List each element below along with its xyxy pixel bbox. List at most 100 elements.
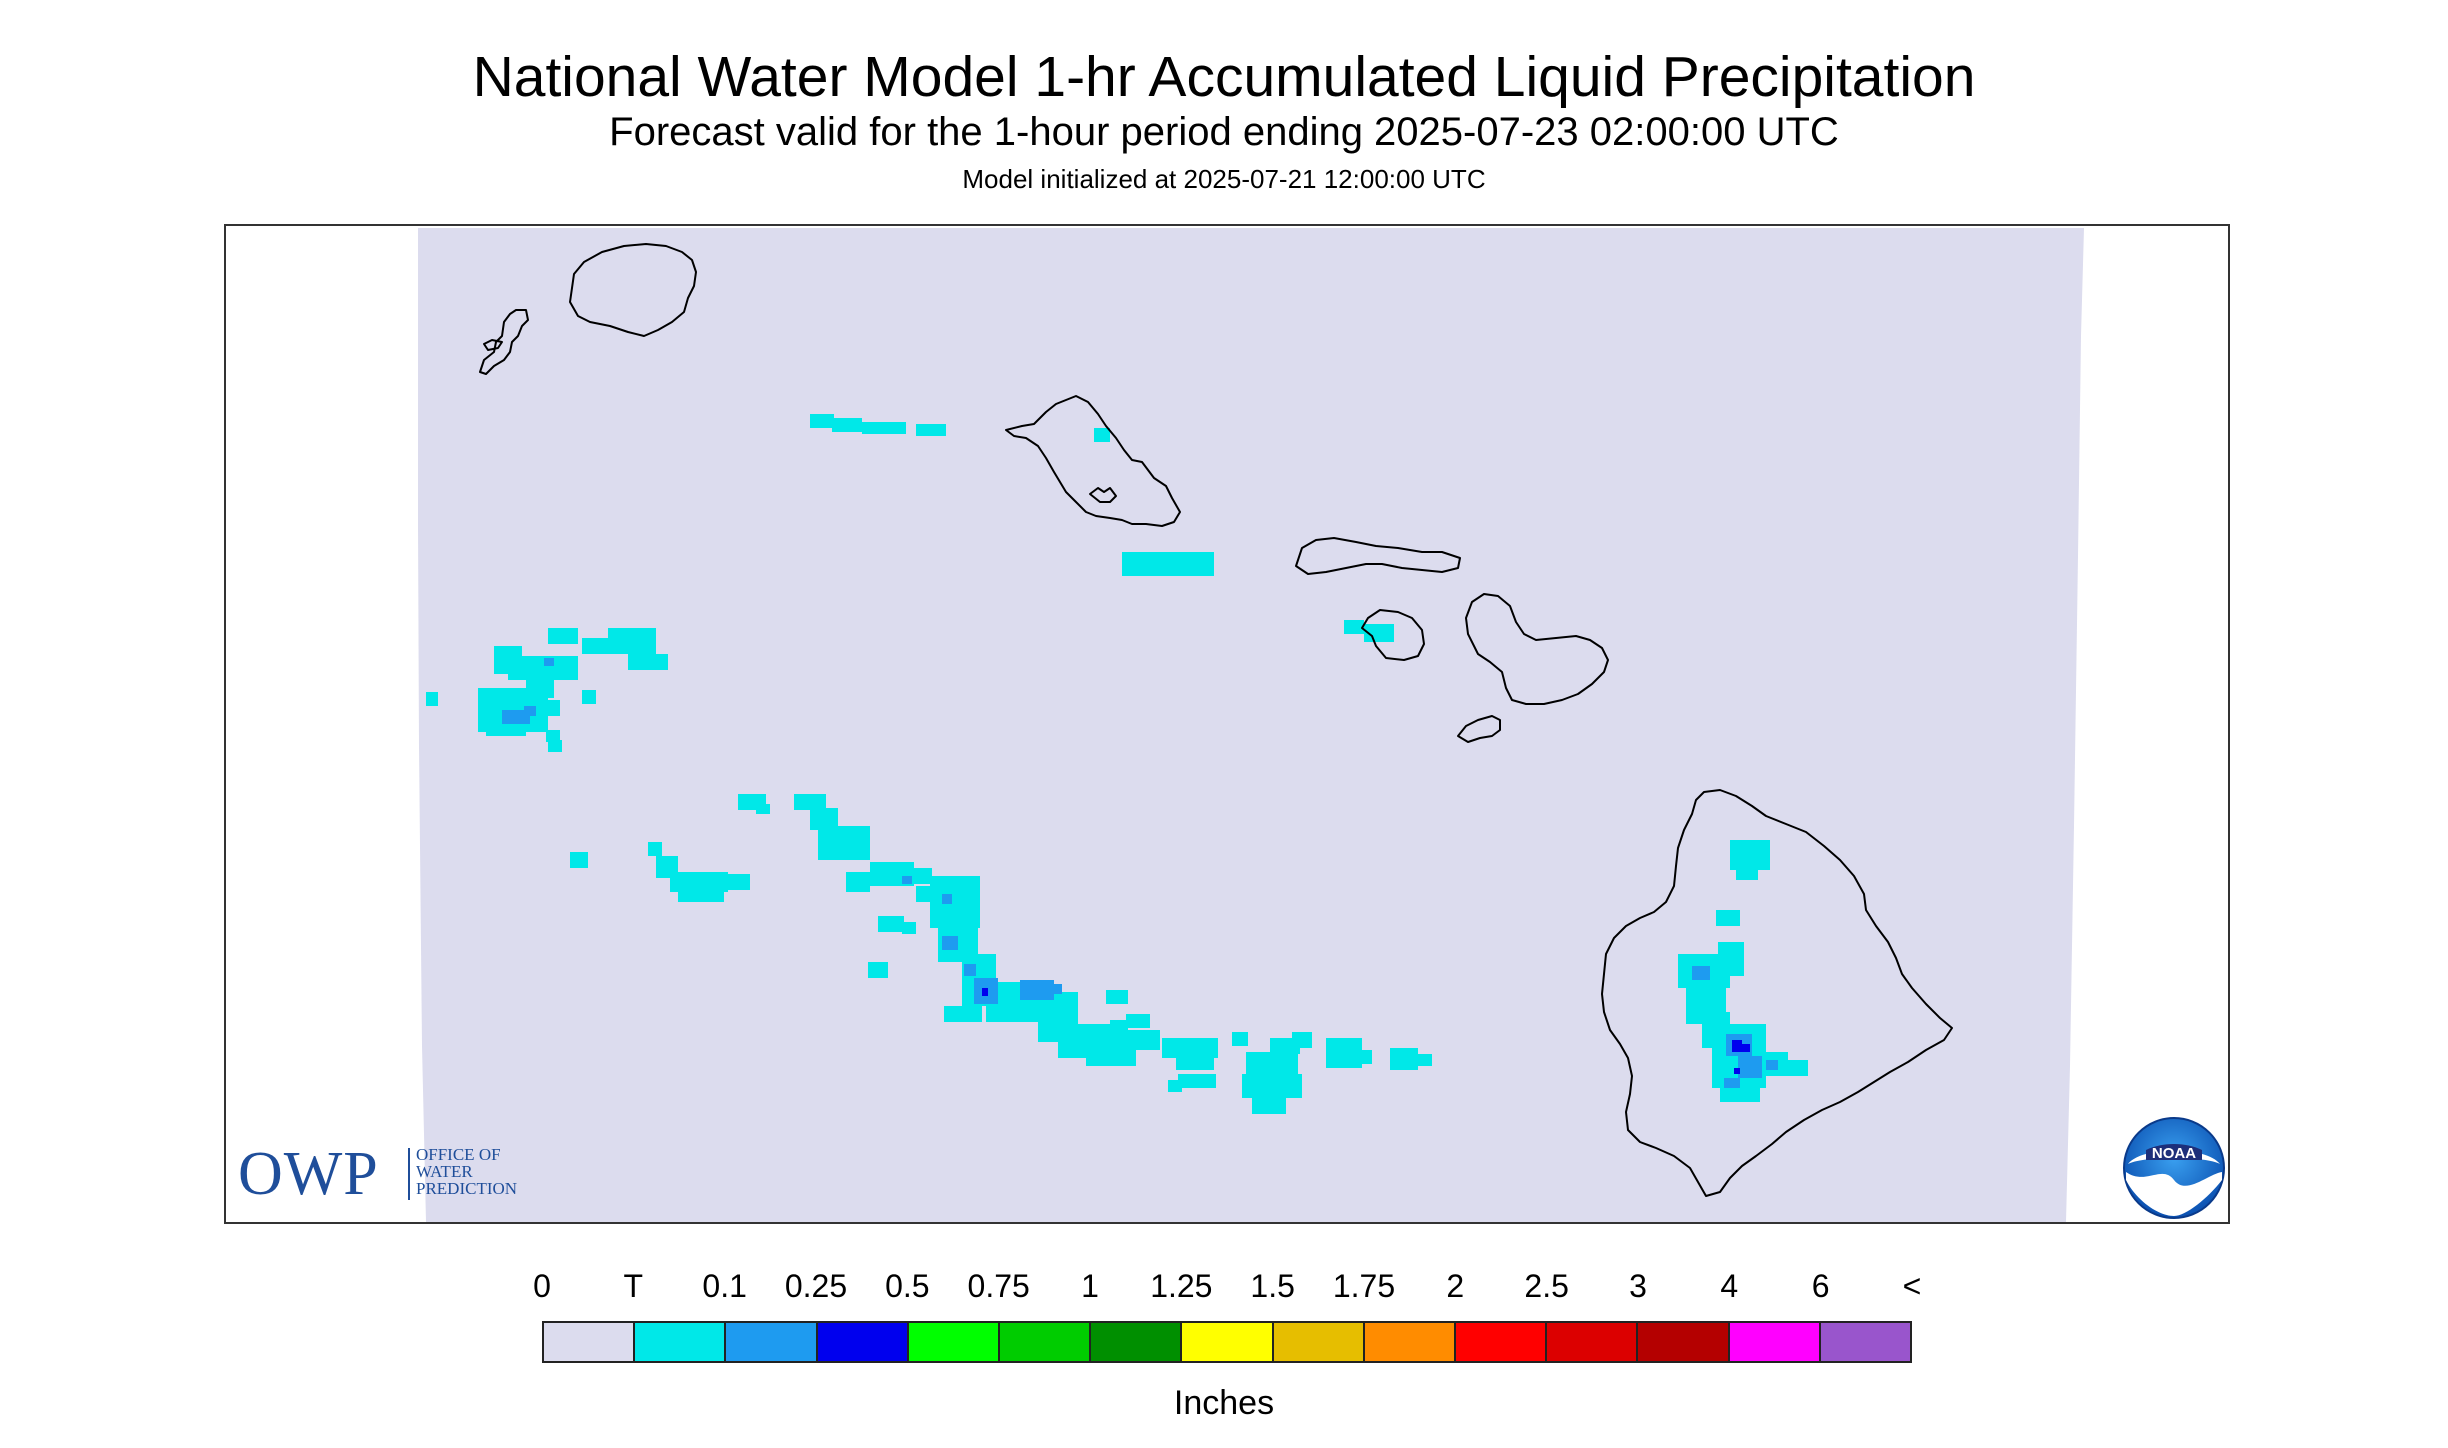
model-domain [418, 228, 2084, 1222]
precip-cell [1252, 1096, 1286, 1114]
precip-cell [1408, 1054, 1432, 1066]
owp-subtext-line: PREDICTION [416, 1179, 518, 1198]
precip-cell [1724, 1078, 1740, 1088]
precip-cell [1742, 1044, 1750, 1052]
legend-label: 2.5 [1524, 1268, 1569, 1304]
precip-cell [1124, 1030, 1160, 1050]
precip-cell [1168, 1080, 1182, 1092]
map-canvas [418, 228, 2084, 1222]
precip-cell [1292, 1032, 1312, 1048]
legend-swatch [1182, 1323, 1274, 1361]
chart-subtitle: Forecast valid for the 1-hour period end… [609, 110, 1839, 154]
precip-cell [628, 654, 668, 670]
precip-cell [502, 710, 530, 724]
legend-swatch [1364, 1323, 1457, 1361]
legend-label: 0.5 [885, 1268, 930, 1304]
legend-label: 6 [1811, 1268, 1830, 1304]
precip-cell [794, 794, 826, 810]
legend-swatch [1729, 1323, 1821, 1361]
precip-cell [810, 808, 838, 830]
legend-colorbar [542, 1321, 1912, 1363]
owp-subtext-line: WATER [416, 1162, 473, 1181]
precip-cell [846, 872, 870, 892]
precip-cell [1364, 624, 1394, 642]
precip-cell [1692, 966, 1710, 980]
precip-cell [810, 414, 834, 428]
legend-swatch [1273, 1323, 1365, 1361]
precip-cell [1110, 1020, 1128, 1042]
owp-logo-subtext: OFFICE OF WATER PREDICTION [416, 1146, 517, 1197]
legend-label: 1 [1081, 1268, 1099, 1304]
precip-cell [678, 890, 724, 902]
precip-cell [1716, 910, 1740, 926]
precip-cell [868, 962, 888, 978]
legend-label: 0.25 [784, 1268, 848, 1304]
legend-swatch [1820, 1323, 1911, 1361]
precip-cell [902, 876, 912, 884]
island-niihau-islet [483, 339, 503, 351]
island-kahoolawe [1457, 715, 1501, 743]
legend-units: Inches [1173, 1384, 1275, 1422]
legend-labels: 0 T 0.1 0.25 0.5 0.75 1 1.25 1.5 1.75 2 2.5 3 4 6 < [0, 1268, 2448, 1308]
precip-cell [982, 988, 988, 996]
precip-cell [818, 826, 870, 860]
island-kauai [569, 243, 697, 337]
island-hawaii [1601, 789, 1953, 1197]
legend-label: 1.25 [1150, 1268, 1213, 1304]
precip-cell [548, 740, 562, 752]
island-molokai [1295, 537, 1461, 575]
precip-cell [1360, 1050, 1372, 1064]
legend-label: 0 [533, 1268, 551, 1304]
precip-light-areas [502, 658, 1778, 1088]
precip-cell [1718, 942, 1744, 976]
precip-cell [942, 894, 952, 904]
precip-cell [862, 422, 906, 434]
precip-cell [944, 1006, 982, 1022]
legend-swatch [908, 1323, 1001, 1361]
island-niihau [479, 309, 529, 375]
legend-swatch [1456, 1323, 1548, 1361]
legend-label: 0.1 [702, 1268, 747, 1304]
legend-label: 2 [1446, 1268, 1465, 1304]
precip-cell [546, 730, 560, 742]
legend-swatch [1000, 1323, 1092, 1361]
legend-swatch [1091, 1323, 1183, 1361]
precip-cell [546, 700, 560, 716]
pearl-harbor [1089, 487, 1117, 503]
precip-cell [1122, 552, 1214, 576]
precip-cell [1232, 1032, 1248, 1046]
island-lanai [1361, 609, 1425, 661]
legend-label: 0.75 [967, 1268, 1030, 1304]
precip-cell [548, 628, 578, 644]
precip-cell [1738, 1056, 1762, 1078]
precip-cell [916, 886, 934, 902]
precip-cell [1020, 980, 1054, 1000]
precip-cell [1766, 1060, 1778, 1070]
noaa-logo-text: NOAA [2152, 1145, 2196, 1162]
noaa-logo: NOAA [2123, 1117, 2225, 1219]
owp-logo-text: OWP [238, 1140, 379, 1208]
precip-cell [1048, 984, 1062, 994]
precip-cell [1162, 1038, 1218, 1058]
precip-cell [1786, 1060, 1808, 1076]
precip-cell [524, 706, 536, 716]
chart-title: National Water Model 1-hr Accumulated Li… [472, 45, 1976, 109]
legend-swatch [1638, 1323, 1730, 1361]
precip-cell [1732, 1040, 1742, 1052]
precip-cell [1106, 990, 1128, 1004]
precip-cell [648, 842, 662, 856]
legend-label: 1.5 [1250, 1268, 1295, 1304]
legend-swatch [1547, 1323, 1639, 1361]
precip-cell [1344, 620, 1364, 634]
precip-cell [916, 424, 946, 436]
precip-cell [756, 804, 770, 814]
precip-cell [1094, 428, 1110, 442]
island-maui [1465, 593, 1609, 705]
legend-swatch [817, 1323, 909, 1361]
precip-cell [832, 418, 862, 432]
precip-cell [508, 656, 578, 680]
legend-swatch [544, 1323, 636, 1361]
precip-cell [1242, 1074, 1302, 1098]
legend-label: T [623, 1268, 644, 1304]
precip-cell [964, 964, 976, 976]
